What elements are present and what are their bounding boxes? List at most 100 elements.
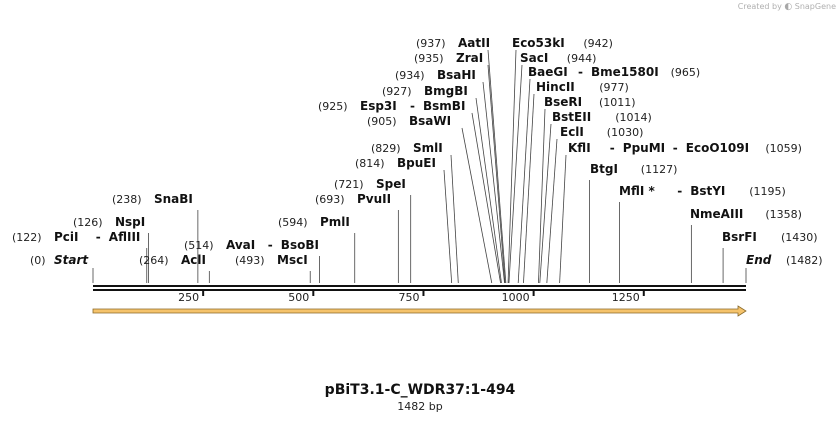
site-position: (965) [671,66,701,79]
end-label: End [746,253,772,267]
credit-brand: SnapGene [794,2,836,11]
enzyme-separator: - [410,99,415,113]
site-position: (264) [139,254,169,267]
enzyme-separator: - [673,141,678,155]
site-position: (829) [371,142,401,155]
site-position: (126) [73,216,103,229]
site-position: (977) [599,81,629,94]
snapgene-logo-icon: ◐ [784,2,793,12]
ruler-tick-label: 750 [398,291,419,304]
site-position: (594) [278,216,308,229]
enzyme-name: SpeI [376,177,406,191]
site-leader-line [482,81,505,284]
ruler-tick-label: 500 [288,291,309,304]
enzyme-name: BsaWI [409,114,451,128]
enzyme-separator: - [578,65,583,79]
site-leader-line [487,64,506,284]
enzyme-name: ZraI [456,51,483,65]
site-position: (1127) [641,163,678,176]
feature-arrow [92,305,747,317]
enzyme-separator: - [268,238,273,252]
enzyme-name: BstYI [690,184,725,198]
site-position: (927) [382,85,412,98]
enzyme-name: BseRI [544,95,582,109]
site-position: (944) [567,52,597,65]
site-leader-line [471,112,501,284]
enzyme-name: BaeGI [528,65,568,79]
site-leader-line [517,78,531,284]
site-position: (1030) [607,126,644,139]
enzyme-separator: - [677,184,682,198]
site-leader-line [559,154,567,284]
enzyme-name: MflI * [619,184,655,198]
site-leader-line [546,138,558,284]
site-position: (814) [355,157,385,170]
site-position: (1014) [615,111,652,124]
enzyme-name: PmlI [320,215,350,229]
site-leader-line [539,123,552,284]
site-leader-line [487,49,507,284]
start-position: (0) [30,254,46,267]
enzyme-name: BpuEI [397,156,436,170]
ruler-tick-label: 1000 [502,291,530,304]
enzyme-name: AclI [181,253,206,267]
site-position: (1430) [781,231,818,244]
site-leader-line [450,154,459,284]
enzyme-separator: - [610,141,615,155]
enzyme-name: BstEII [552,110,591,124]
enzyme-name: SnaBI [154,192,193,206]
site-position: (493) [235,254,265,267]
site-leader-line [461,127,493,284]
site-position: (935) [414,52,444,65]
site-leader-line [523,93,535,284]
site-leader-line [508,64,523,284]
enzyme-name: AatII [458,36,490,50]
enzyme-name: EcoO109I [686,141,749,155]
enzyme-name: Bme1580I [591,65,659,79]
site-leader-line [475,97,502,284]
enzyme-name: SacI [520,51,548,65]
enzyme-name: NmeAIII [690,207,743,221]
enzyme-name: SmlI [413,141,443,155]
enzyme-name: AvaI [226,238,255,252]
enzyme-name: HincII [536,80,575,94]
enzyme-name: NspI [115,215,145,229]
enzyme-name: KflI [568,141,591,155]
enzyme-name: AflIII [109,230,141,244]
enzyme-name: PvuII [357,192,391,206]
site-leader-line [507,49,517,284]
enzyme-name: BsmBI [423,99,465,113]
site-position: (925) [318,100,348,113]
enzyme-name: Eco53kI [512,36,565,50]
site-position: (1358) [765,208,802,221]
snapgene-credit: Created by ◐ SnapGene [738,2,836,12]
site-position: (1195) [749,185,786,198]
enzyme-name: Esp3I [360,99,397,113]
site-leader-line [538,108,546,284]
end-position: (1482) [786,254,823,267]
site-position: (514) [184,239,214,252]
enzyme-name: BmgBI [424,84,468,98]
site-position: (693) [315,193,345,206]
sequence-length: 1482 bp [397,400,443,413]
site-position: (905) [367,115,397,128]
enzyme-name: BtgI [590,162,618,176]
site-position: (937) [416,37,446,50]
enzyme-name: EclI [560,125,584,139]
site-position: (1011) [599,96,636,109]
ruler-tick-label: 1250 [612,291,640,304]
credit-text: Created by [737,2,782,11]
enzyme-name: PciI [54,230,79,244]
sequence-map: 250 500 750 1000 1250(122) PciI - AflIII(126) Ns… [12,36,823,317]
enzyme-name: BsrFI [722,230,757,244]
site-position: (942) [583,37,613,50]
site-position: (721) [334,178,364,191]
enzyme-name: MscI [277,253,308,267]
sequence-name: pBiT3.1-C_WDR37:1-494 [324,382,516,398]
enzyme-name: PpuMI [623,141,665,155]
enzyme-separator: - [96,230,101,244]
site-position: (1059) [765,142,802,155]
site-leader-line [443,169,453,284]
start-label: Start [54,253,89,267]
site-position: (122) [12,231,42,244]
